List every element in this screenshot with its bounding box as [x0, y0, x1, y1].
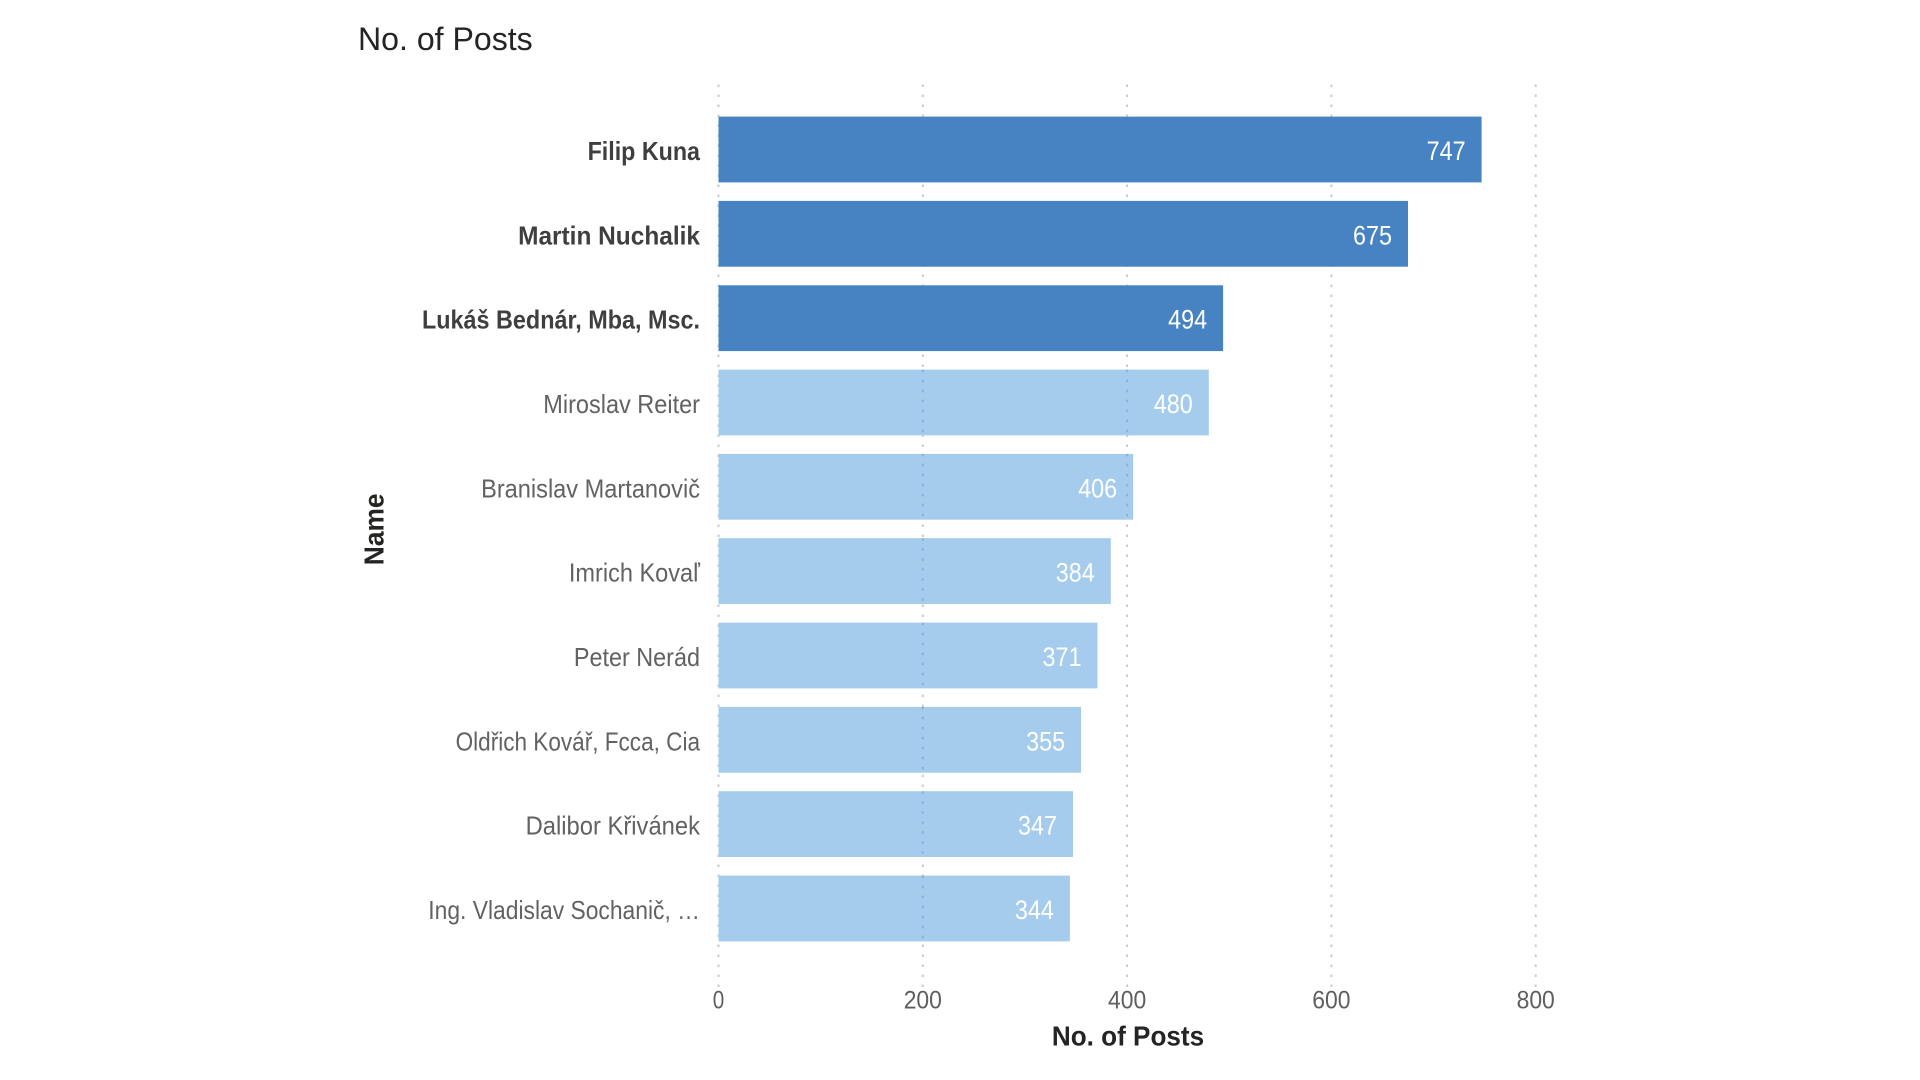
- svg-text:Ing. Vladislav Sochanič, …: Ing. Vladislav Sochanič, …: [428, 895, 700, 925]
- svg-text:Martin Nuchalik: Martin Nuchalik: [518, 220, 700, 250]
- svg-text:494: 494: [1168, 305, 1207, 335]
- svg-text:400: 400: [1108, 987, 1146, 1015]
- svg-text:Miroslav Reiter: Miroslav Reiter: [543, 389, 700, 419]
- svg-text:600: 600: [1312, 987, 1350, 1015]
- svg-text:Lukáš Bednár, Mba, Msc.: Lukáš Bednár, Mba, Msc.: [422, 305, 700, 335]
- svg-text:Imrich Kovaľ: Imrich Kovaľ: [569, 558, 700, 588]
- svg-text:Peter Nerád: Peter Nerád: [574, 642, 700, 672]
- svg-text:371: 371: [1043, 642, 1082, 672]
- svg-text:384: 384: [1056, 558, 1095, 588]
- svg-text:200: 200: [904, 987, 942, 1015]
- svg-text:Dalibor Křivánek: Dalibor Křivánek: [526, 811, 701, 841]
- svg-text:347: 347: [1018, 811, 1057, 841]
- svg-text:675: 675: [1353, 220, 1392, 250]
- svg-text:No. of Posts: No. of Posts: [1052, 1021, 1204, 1052]
- svg-text:Branislav Martanovič: Branislav Martanovič: [481, 473, 700, 503]
- svg-text:0: 0: [713, 987, 725, 1015]
- svg-text:406: 406: [1078, 473, 1117, 503]
- svg-text:No. of Posts: No. of Posts: [358, 21, 533, 57]
- svg-text:Filip Kuna: Filip Kuna: [588, 136, 701, 166]
- svg-text:355: 355: [1026, 726, 1065, 756]
- svg-text:480: 480: [1154, 389, 1193, 419]
- svg-text:800: 800: [1517, 987, 1555, 1015]
- svg-text:344: 344: [1015, 895, 1054, 925]
- svg-text:Name: Name: [359, 493, 390, 565]
- svg-text:Oldřich Kovář, Fcca, Cia: Oldřich Kovář, Fcca, Cia: [456, 726, 701, 756]
- svg-text:747: 747: [1427, 136, 1466, 166]
